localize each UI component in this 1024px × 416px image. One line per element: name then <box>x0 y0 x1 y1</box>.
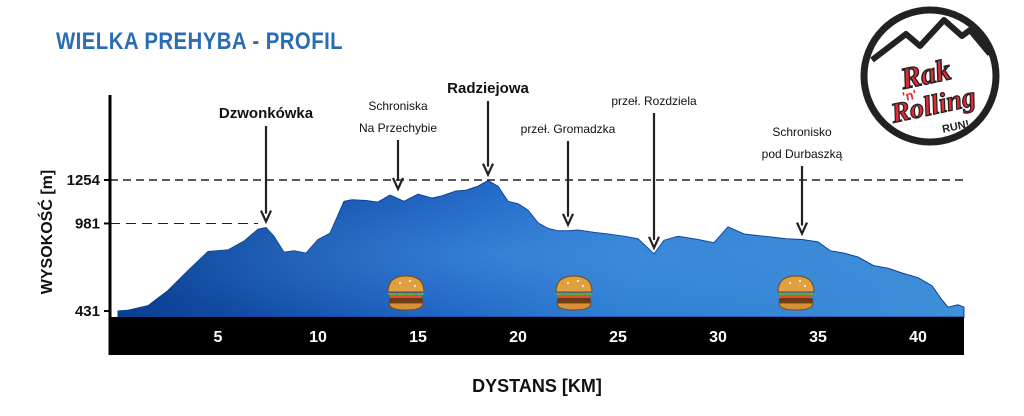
chart-title: WIELKA PREHYBA - PROFIL <box>56 28 344 55</box>
x-tick-label: 5 <box>214 329 223 346</box>
peak-annotation: przeł. Gromadzka <box>521 122 616 228</box>
x-tick-label: 25 <box>609 329 627 346</box>
annotation-label: Radziejowa <box>447 80 529 97</box>
y-tick-label: 1254 <box>67 172 101 189</box>
annotation-arrow-head <box>391 177 405 192</box>
elevation-area-highlight <box>118 180 964 317</box>
annotation-arrow-head <box>561 213 575 228</box>
annotation-label: przeł. Rozdziela <box>611 94 697 108</box>
burger-icon <box>777 275 815 311</box>
y-axis-label: WYSOKOŚĆ [m] <box>37 170 56 294</box>
peak-annotation: Schroniska Na Przechybie <box>359 99 437 192</box>
x-axis-band <box>110 317 964 355</box>
y-tick-label: 431 <box>75 303 100 320</box>
annotation-label: pod Durbaszką <box>762 147 843 161</box>
annotation-arrow-head <box>259 210 273 225</box>
annotation-arrow-head <box>795 222 809 237</box>
x-tick-label: 10 <box>309 329 327 346</box>
y-tick-label: 981 <box>75 215 100 232</box>
peak-annotation: Schronisko pod Durbaszką <box>762 125 843 237</box>
x-tick-label: 20 <box>509 329 527 346</box>
logo-text-run: RUN! <box>941 118 970 135</box>
x-tick-label: 15 <box>409 329 427 346</box>
rak-n-rolling-logo: Rak 'n' Rolling RUN! <box>860 6 1000 146</box>
x-tick-label: 40 <box>909 329 927 346</box>
annotation-arrow-head <box>647 236 661 251</box>
burger-icon <box>387 275 425 311</box>
annotation-label: Na Przechybie <box>359 121 437 135</box>
x-axis-label: DYSTANS [KM] <box>472 376 602 396</box>
burger-icon <box>555 275 593 311</box>
peak-annotation: Dzwonkówka <box>219 105 314 225</box>
logo-text-n: 'n' <box>901 87 918 105</box>
annotation-label: przeł. Gromadzka <box>521 122 616 136</box>
annotation-label: Schronisko <box>772 125 832 139</box>
annotation-arrow-head <box>481 163 495 178</box>
peak-annotation: przeł. Rozdziela <box>611 94 697 251</box>
x-tick-label: 30 <box>709 329 727 346</box>
x-tick-label: 35 <box>809 329 827 346</box>
annotation-label: Dzwonkówka <box>219 105 314 122</box>
peak-annotation: Radziejowa <box>447 80 530 178</box>
annotation-label: Schroniska <box>368 99 428 113</box>
